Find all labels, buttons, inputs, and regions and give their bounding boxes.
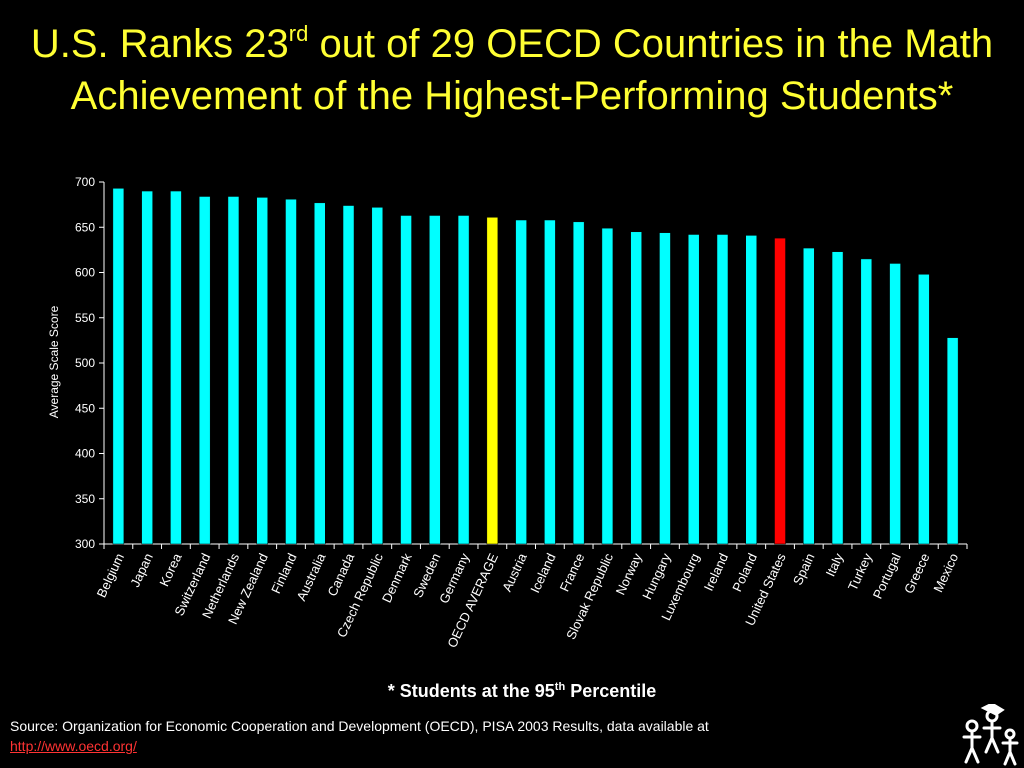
source-text: Source: Organization for Economic Cooper…	[10, 718, 709, 734]
x-tick-label: Spain	[790, 551, 818, 587]
y-ticks: 300 350 400 450 500 550 600 650 700	[75, 175, 104, 551]
x-tick-label: Korea	[156, 550, 185, 588]
bar	[170, 190, 182, 545]
title-part1: U.S. Ranks 23	[30, 22, 289, 66]
bar	[198, 196, 211, 545]
bar	[716, 234, 729, 545]
x-tick-label: France	[557, 551, 588, 594]
bar	[400, 215, 412, 545]
bar	[860, 258, 873, 545]
bar	[918, 274, 930, 545]
bar	[112, 188, 125, 545]
bar	[601, 227, 614, 545]
bar	[687, 234, 700, 545]
footnote-superscript: th	[554, 681, 566, 693]
bar-chart: Average Scale Score 300 350 400 450 500 550 60…	[47, 175, 968, 650]
y-tick-label: 500	[75, 356, 95, 370]
bar	[630, 231, 642, 545]
x-tick-label: Austria	[499, 550, 530, 594]
bar	[429, 215, 441, 545]
bar	[486, 217, 499, 545]
x-tick-label: Greece	[901, 551, 933, 596]
x-tick-label: Finland	[268, 551, 300, 596]
x-tick-label: Belgium	[94, 551, 127, 600]
bar	[572, 221, 585, 545]
family-figures-icon	[962, 704, 1019, 766]
bar	[774, 237, 786, 545]
bar	[515, 219, 527, 545]
slide-title: U.S. Ranks 23rd out of 29 OECD Countries…	[20, 18, 1004, 122]
bar	[227, 196, 240, 545]
bars	[112, 188, 959, 545]
y-tick-label: 400	[75, 447, 95, 461]
x-tick-label: Iceland	[527, 551, 558, 595]
y-tick-label: 650	[75, 220, 95, 234]
bar	[314, 202, 326, 545]
x-tick-label: Norway	[613, 550, 645, 597]
bar	[141, 190, 153, 545]
bar	[342, 205, 355, 545]
source-link[interactable]: http://www.oecd.org/	[10, 738, 137, 754]
y-tick-label: 700	[75, 175, 95, 189]
y-axis-label: Average Scale Score	[47, 305, 61, 418]
bar	[889, 263, 901, 545]
bar	[659, 232, 671, 545]
y-tick-label: 350	[75, 492, 95, 506]
x-tick-label: Mexico	[930, 551, 961, 595]
bar	[745, 235, 757, 545]
x-tick-label: Italy	[823, 550, 847, 578]
source-note: Source: Organization for Economic Cooper…	[10, 716, 910, 756]
footnote-part1: * Students at the 95	[387, 681, 555, 701]
x-labels: Belgium Japan KoreaSwitzerlandNetherlandsN…	[94, 544, 968, 650]
y-tick-label: 600	[75, 266, 95, 280]
bar	[457, 215, 470, 545]
x-tick-label: Ireland	[701, 551, 731, 593]
x-tick-label: Portugal	[870, 551, 904, 601]
title-part2: out of 29 OECD Countries in the Math Ach…	[70, 22, 994, 118]
footnote: * Students at the 95th Percentile	[0, 681, 1024, 702]
bar	[285, 198, 297, 545]
y-tick-label: 450	[75, 401, 95, 415]
footnote-part2: Percentile	[565, 681, 657, 701]
y-tick-label: 550	[75, 311, 95, 325]
bar	[803, 247, 815, 545]
bar	[544, 219, 556, 545]
bar	[371, 207, 384, 545]
y-tick-label: 300	[75, 537, 95, 551]
x-tick-label: Poland	[729, 551, 760, 594]
bar	[831, 251, 844, 545]
bar	[946, 337, 959, 545]
x-tick-label: Japan	[127, 551, 156, 589]
title-superscript: rd	[288, 21, 309, 46]
x-tick-label: Turkey	[845, 550, 875, 592]
bar	[256, 197, 268, 545]
